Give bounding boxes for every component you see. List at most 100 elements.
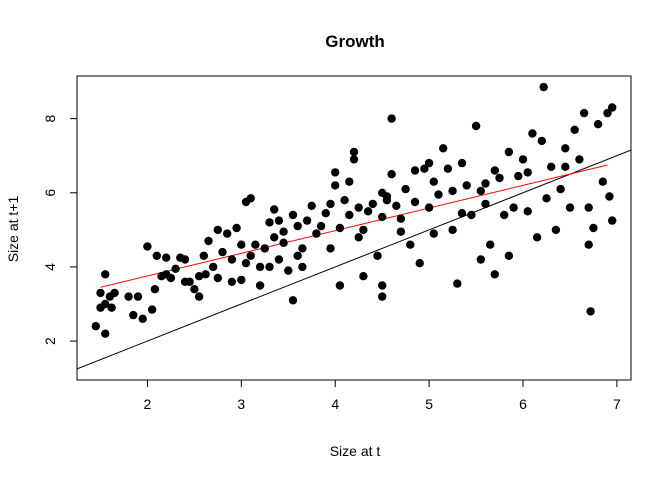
data-point bbox=[565, 203, 575, 212]
data-point bbox=[237, 240, 246, 249]
data-point bbox=[326, 199, 335, 209]
data-point bbox=[101, 299, 110, 309]
chart-title: Growth bbox=[325, 32, 385, 51]
data-point bbox=[608, 216, 617, 225]
data-point bbox=[237, 275, 246, 285]
data-point bbox=[490, 270, 499, 279]
data-point bbox=[274, 255, 284, 264]
data-point bbox=[424, 158, 434, 168]
data-point bbox=[457, 158, 467, 168]
data-point bbox=[504, 147, 514, 157]
data-point bbox=[91, 322, 101, 331]
data-point bbox=[288, 296, 298, 305]
x-tick-label: 6 bbox=[519, 396, 527, 412]
fit-line bbox=[100, 164, 608, 288]
data-point bbox=[331, 168, 340, 177]
data-point bbox=[481, 199, 490, 209]
data-point bbox=[152, 251, 161, 260]
data-point bbox=[467, 210, 476, 220]
data-point bbox=[518, 155, 528, 164]
data-point bbox=[96, 288, 105, 298]
data-point bbox=[406, 240, 415, 249]
data-point bbox=[429, 177, 438, 186]
data-point bbox=[107, 303, 116, 312]
data-point bbox=[213, 225, 222, 235]
data-point bbox=[143, 242, 152, 251]
data-point bbox=[584, 240, 593, 249]
data-point bbox=[218, 247, 227, 257]
y-tick-label: 8 bbox=[42, 115, 58, 123]
data-point bbox=[265, 218, 274, 227]
data-point bbox=[443, 164, 453, 173]
data-point bbox=[201, 270, 210, 279]
data-point bbox=[335, 281, 345, 290]
data-point bbox=[387, 114, 396, 123]
data-point bbox=[321, 209, 330, 218]
data-point bbox=[101, 329, 110, 338]
data-point bbox=[354, 203, 363, 212]
data-point bbox=[539, 82, 548, 92]
data-point bbox=[284, 266, 293, 275]
data-point bbox=[424, 203, 434, 212]
data-point bbox=[598, 177, 607, 186]
data-point bbox=[528, 129, 537, 138]
data-point bbox=[448, 186, 457, 196]
data-point bbox=[194, 292, 204, 301]
data-point bbox=[434, 190, 443, 199]
data-point bbox=[232, 223, 241, 233]
data-point bbox=[213, 273, 222, 283]
data-point bbox=[378, 212, 387, 222]
data-point bbox=[129, 310, 138, 320]
data-point bbox=[481, 179, 490, 188]
data-point bbox=[345, 210, 354, 220]
data-point bbox=[457, 209, 467, 218]
data-point bbox=[190, 285, 199, 294]
data-point bbox=[490, 166, 499, 175]
data-point bbox=[392, 201, 401, 210]
data-point bbox=[316, 221, 326, 231]
data-point bbox=[302, 216, 312, 225]
data-point bbox=[274, 216, 284, 225]
data-point bbox=[270, 205, 279, 214]
data-point bbox=[429, 229, 438, 238]
data-point bbox=[194, 272, 204, 281]
data-point bbox=[133, 292, 143, 301]
x-axis: 2 3 4 5 6 7 bbox=[144, 379, 621, 412]
data-point bbox=[354, 233, 363, 242]
data-point bbox=[223, 229, 232, 238]
data-point bbox=[593, 120, 603, 129]
data-point bbox=[199, 251, 208, 260]
data-point bbox=[396, 214, 406, 223]
data-point bbox=[500, 210, 509, 220]
data-point bbox=[453, 279, 462, 288]
data-point bbox=[246, 251, 255, 260]
data-point bbox=[150, 285, 160, 294]
data-point bbox=[532, 233, 542, 242]
data-point bbox=[476, 255, 485, 264]
data-point bbox=[561, 144, 570, 153]
data-point bbox=[509, 203, 518, 212]
data-point bbox=[382, 192, 392, 201]
data-point bbox=[335, 223, 345, 233]
data-point bbox=[298, 262, 307, 272]
data-point bbox=[331, 181, 340, 190]
data-point bbox=[147, 305, 157, 314]
data-point bbox=[345, 177, 354, 186]
data-point bbox=[570, 125, 579, 134]
data-point bbox=[439, 144, 448, 153]
data-point bbox=[608, 103, 617, 112]
data-point bbox=[373, 251, 382, 260]
data-point bbox=[556, 184, 565, 194]
data-point bbox=[209, 262, 218, 272]
data-point bbox=[448, 225, 457, 235]
data-point bbox=[387, 170, 396, 179]
data-point bbox=[171, 264, 180, 273]
data-point bbox=[378, 281, 387, 290]
data-point bbox=[204, 236, 213, 246]
y-tick-label: 6 bbox=[42, 189, 58, 197]
data-point bbox=[410, 166, 420, 175]
data-point bbox=[185, 277, 194, 286]
data-point bbox=[378, 292, 387, 301]
data-point bbox=[260, 244, 269, 253]
data-point bbox=[227, 277, 237, 286]
